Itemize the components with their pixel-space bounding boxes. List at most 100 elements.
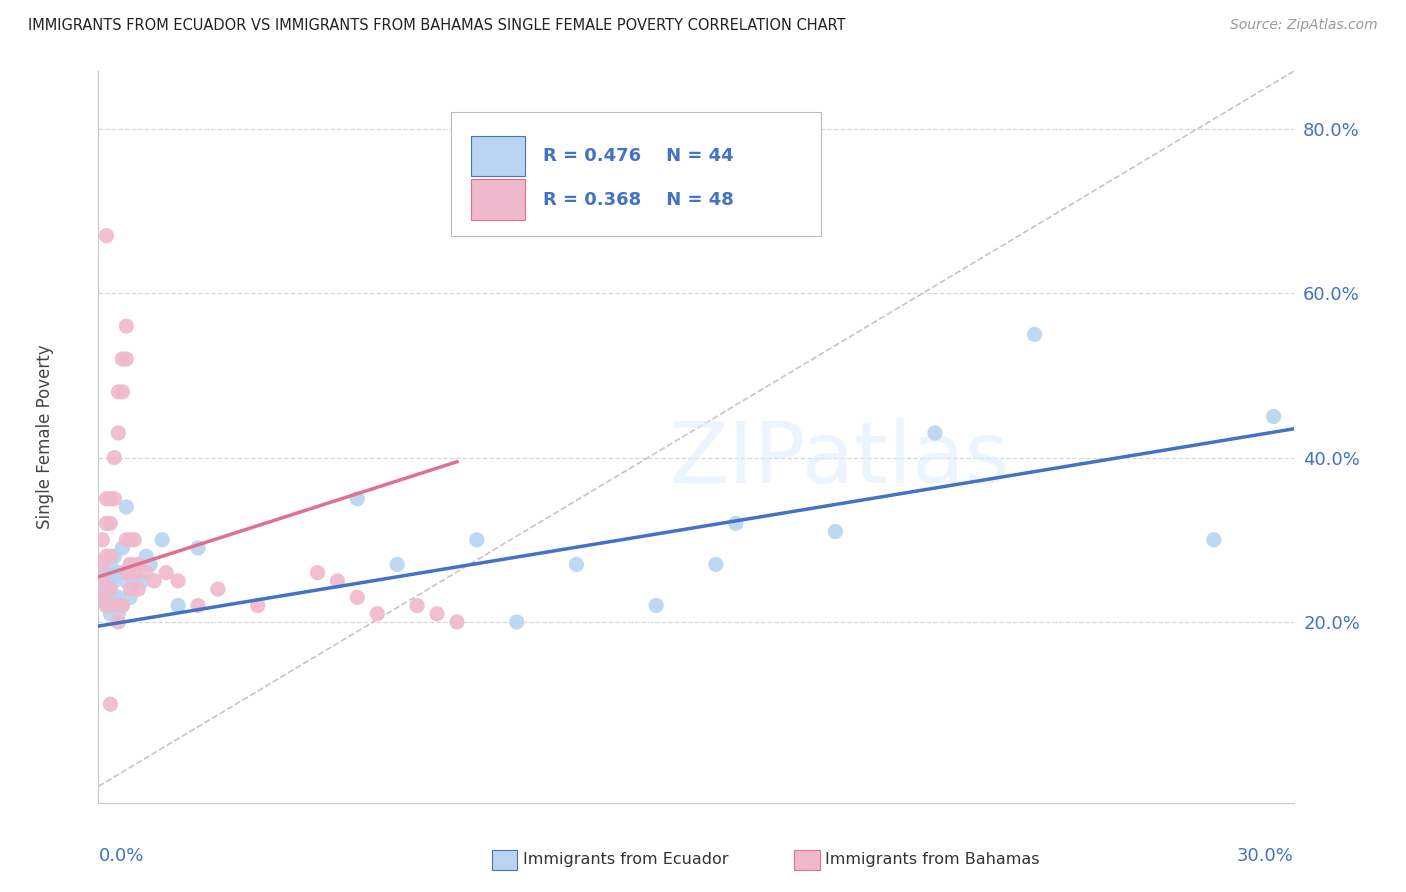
Point [115, 533, 138, 547]
Point [111, 566, 134, 580]
Point [724, 516, 747, 531]
Point [704, 558, 727, 572]
Point [115, 566, 138, 580]
Point [207, 582, 229, 596]
Point [98, 574, 122, 588]
Point [307, 566, 329, 580]
Point [645, 599, 668, 613]
Point [465, 533, 488, 547]
Point [111, 599, 134, 613]
Point [135, 549, 157, 564]
Point [103, 450, 125, 465]
Point [98, 591, 122, 605]
Point [1202, 533, 1225, 547]
Point [111, 351, 134, 366]
Point [96, 566, 118, 580]
Point [107, 607, 129, 621]
Point [385, 558, 409, 572]
Point [366, 607, 388, 621]
Point [167, 599, 190, 613]
Point [91, 533, 114, 547]
Point [187, 599, 209, 613]
Point [131, 574, 153, 588]
Point [135, 566, 157, 580]
Text: R = 0.476    N = 44: R = 0.476 N = 44 [543, 147, 734, 165]
Point [103, 574, 125, 588]
Point [98, 558, 122, 572]
Point [120, 558, 142, 572]
Point [446, 615, 468, 629]
Point [187, 541, 209, 555]
Point [91, 591, 114, 605]
Point [111, 384, 134, 399]
Point [155, 566, 177, 580]
Text: 30.0%: 30.0% [1237, 847, 1294, 864]
Point [96, 516, 118, 531]
Point [326, 574, 349, 588]
Point [127, 582, 149, 596]
Point [120, 591, 142, 605]
Point [107, 591, 129, 605]
Text: ZIPatlas: ZIPatlas [669, 417, 1010, 500]
Point [1024, 327, 1046, 342]
Point [98, 607, 122, 621]
Point [346, 591, 368, 605]
Point [107, 566, 129, 580]
Point [111, 599, 134, 613]
Point [120, 582, 142, 596]
FancyBboxPatch shape [471, 136, 524, 177]
Point [150, 533, 173, 547]
Point [98, 516, 122, 531]
Point [120, 558, 142, 572]
Point [103, 599, 125, 613]
Point [115, 574, 138, 588]
Point [103, 591, 125, 605]
Point [143, 574, 166, 588]
Point [98, 582, 122, 596]
Point [91, 558, 114, 572]
Point [96, 549, 118, 564]
Point [127, 558, 149, 572]
Point [346, 491, 368, 506]
Text: R = 0.368    N = 48: R = 0.368 N = 48 [543, 191, 734, 209]
Point [98, 697, 122, 711]
Point [107, 384, 129, 399]
Point [506, 615, 529, 629]
Point [91, 574, 114, 588]
Point [426, 607, 449, 621]
Point [107, 425, 129, 440]
Point [124, 533, 146, 547]
Point [115, 351, 138, 366]
Point [91, 591, 114, 605]
Point [103, 549, 125, 564]
Text: IMMIGRANTS FROM ECUADOR VS IMMIGRANTS FROM BAHAMAS SINGLE FEMALE POVERTY CORRELA: IMMIGRANTS FROM ECUADOR VS IMMIGRANTS FR… [28, 18, 846, 33]
Point [824, 524, 846, 539]
Point [565, 558, 588, 572]
Text: Immigrants from Ecuador: Immigrants from Ecuador [523, 853, 728, 867]
Point [115, 500, 138, 514]
Point [115, 319, 138, 334]
Point [98, 549, 122, 564]
Point [127, 558, 149, 572]
Text: Immigrants from Bahamas: Immigrants from Bahamas [825, 853, 1040, 867]
Point [107, 615, 129, 629]
Point [124, 566, 146, 580]
Text: Source: ZipAtlas.com: Source: ZipAtlas.com [1230, 18, 1378, 32]
Text: Single Female Poverty: Single Female Poverty [35, 345, 53, 529]
Point [124, 574, 146, 588]
Text: 0.0%: 0.0% [98, 847, 143, 864]
Point [96, 491, 118, 506]
Point [167, 574, 190, 588]
Point [406, 599, 429, 613]
Point [103, 491, 125, 506]
Point [111, 541, 134, 555]
FancyBboxPatch shape [471, 179, 524, 219]
Point [91, 574, 114, 588]
Point [120, 533, 142, 547]
Point [96, 228, 118, 243]
Point [96, 599, 118, 613]
Point [98, 491, 122, 506]
Point [1263, 409, 1285, 424]
FancyBboxPatch shape [451, 112, 821, 235]
Point [139, 558, 162, 572]
